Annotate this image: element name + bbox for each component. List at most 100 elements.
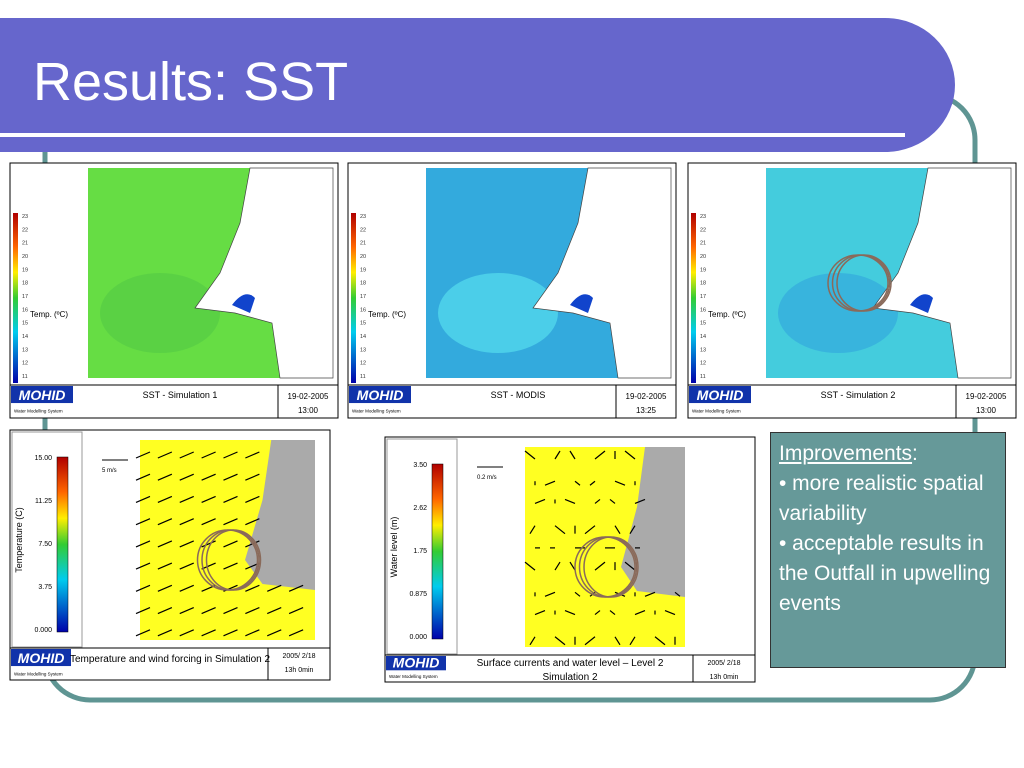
colorbar-label: 14 bbox=[22, 334, 28, 340]
time: 13h 0min bbox=[710, 674, 739, 681]
logo-box bbox=[11, 386, 73, 404]
date: 19-02-2005 bbox=[288, 392, 329, 401]
logo-sub: Water Modelling System bbox=[14, 408, 63, 413]
colorbar-label: 13 bbox=[700, 347, 706, 353]
vector-arrow bbox=[267, 584, 282, 592]
vector-arrow bbox=[594, 610, 601, 616]
date: 19-02-2005 bbox=[966, 392, 1007, 401]
vector-arrow bbox=[534, 609, 546, 616]
scale-label: 5 m/s bbox=[102, 468, 117, 474]
colorbar-label: 2.62 bbox=[413, 505, 427, 512]
colorbar-label: 21 bbox=[700, 241, 706, 247]
vector-arrow bbox=[529, 525, 536, 534]
highlight-circle bbox=[836, 254, 892, 312]
caption: SST - Simulation 2 bbox=[821, 390, 896, 400]
vector-arrow bbox=[594, 561, 606, 571]
colorbar-label: 17 bbox=[700, 294, 706, 300]
vector-arrow bbox=[179, 451, 194, 459]
vector-arrow bbox=[135, 473, 151, 481]
colorbar-label: 16 bbox=[360, 307, 366, 313]
vector-arrow bbox=[179, 584, 194, 592]
vector-arrow bbox=[609, 610, 616, 616]
notes-colon: : bbox=[912, 442, 918, 465]
map-pattern bbox=[438, 273, 558, 353]
caption: Surface currents and water level – Level… bbox=[477, 658, 664, 669]
vector-arrow bbox=[664, 609, 676, 616]
logo-sub: Water Modelling System bbox=[692, 408, 741, 413]
vector-arrow bbox=[201, 473, 216, 481]
vector-arrow bbox=[201, 495, 216, 503]
vector-arrow bbox=[245, 518, 260, 526]
caption: Temperature and wind forcing in Simulati… bbox=[70, 654, 271, 665]
vector-arrow bbox=[564, 609, 576, 616]
vector-arrow bbox=[135, 629, 151, 637]
unit-label: Temp. (ºC) bbox=[368, 310, 406, 319]
vector-arrow bbox=[157, 518, 173, 526]
vector-arrow bbox=[614, 525, 621, 534]
vector-arrow bbox=[201, 451, 216, 459]
colorbar bbox=[351, 213, 356, 383]
vector-arrow bbox=[534, 498, 546, 505]
colorbar-label: 17 bbox=[22, 294, 28, 300]
notes-bullet: • more realistic spatial variability bbox=[779, 472, 984, 525]
vector-arrow bbox=[569, 561, 576, 571]
header-bar bbox=[0, 18, 955, 152]
vector-arrow bbox=[223, 473, 238, 481]
colorbar-label: 23 bbox=[360, 214, 366, 220]
vector-arrow bbox=[157, 607, 173, 615]
vector-arrow bbox=[594, 450, 606, 460]
colorbar bbox=[13, 213, 18, 383]
vector-arrow bbox=[157, 629, 173, 637]
map-land bbox=[872, 167, 1012, 379]
vector-arrow bbox=[223, 562, 238, 570]
date: 2005/ 2/18 bbox=[282, 653, 315, 660]
colorbar-label: 21 bbox=[22, 241, 28, 247]
colorbar bbox=[431, 463, 444, 640]
time: 13:25 bbox=[636, 406, 657, 415]
vector-arrow bbox=[201, 562, 216, 570]
logo-box bbox=[386, 656, 446, 671]
colorbar-label: 15 bbox=[22, 321, 28, 327]
caption: Simulation 2 bbox=[542, 672, 597, 683]
time: 13h 0min bbox=[285, 667, 314, 674]
colorbar-label: 7.50 bbox=[38, 541, 52, 548]
colorbar bbox=[56, 456, 69, 633]
vector-arrow bbox=[634, 498, 646, 505]
caption: SST - Simulation 1 bbox=[143, 390, 218, 400]
colorbar-label: 19 bbox=[700, 267, 706, 273]
colorbar-label: 18 bbox=[22, 281, 28, 287]
vector-arrow bbox=[245, 607, 260, 615]
vector-arrow bbox=[554, 561, 561, 571]
vector-arrow bbox=[245, 584, 260, 592]
vector-arrow bbox=[135, 451, 151, 459]
vector-arrow bbox=[245, 473, 260, 481]
vector-arrow bbox=[135, 518, 151, 526]
colorbar-label: 0.000 bbox=[409, 634, 427, 641]
colorbar-label: 20 bbox=[700, 254, 706, 260]
colorbar-label: 0.000 bbox=[34, 627, 52, 634]
vector-arrow bbox=[554, 636, 566, 646]
logo: MOHID bbox=[393, 655, 440, 671]
logo: MOHID bbox=[19, 387, 66, 403]
notes-box: Improvements: • more realistic spatial va… bbox=[770, 432, 1006, 668]
vector-arrow bbox=[179, 540, 194, 548]
vector-arrow bbox=[179, 562, 194, 570]
notes-bullet: • acceptable results in the Outfall in u… bbox=[779, 532, 991, 615]
vector-arrow bbox=[554, 450, 561, 460]
vector-arrow bbox=[574, 591, 581, 597]
colorbar-label: 14 bbox=[700, 334, 706, 340]
logo-box bbox=[349, 386, 411, 404]
time: 13:00 bbox=[298, 406, 319, 415]
vector-arrow bbox=[624, 450, 636, 460]
colorbar-label: 19 bbox=[22, 267, 28, 273]
map-estuary bbox=[232, 294, 255, 313]
vector-arrow bbox=[157, 540, 173, 548]
vector-arrow bbox=[201, 629, 216, 637]
colorbar-label: 13 bbox=[22, 347, 28, 353]
vector-arrow bbox=[624, 561, 636, 571]
axis-label: Water level (m) bbox=[389, 517, 399, 578]
vector-arrow bbox=[179, 607, 194, 615]
map-land bbox=[532, 167, 672, 379]
logo-sub: Water Modelling System bbox=[352, 408, 401, 413]
